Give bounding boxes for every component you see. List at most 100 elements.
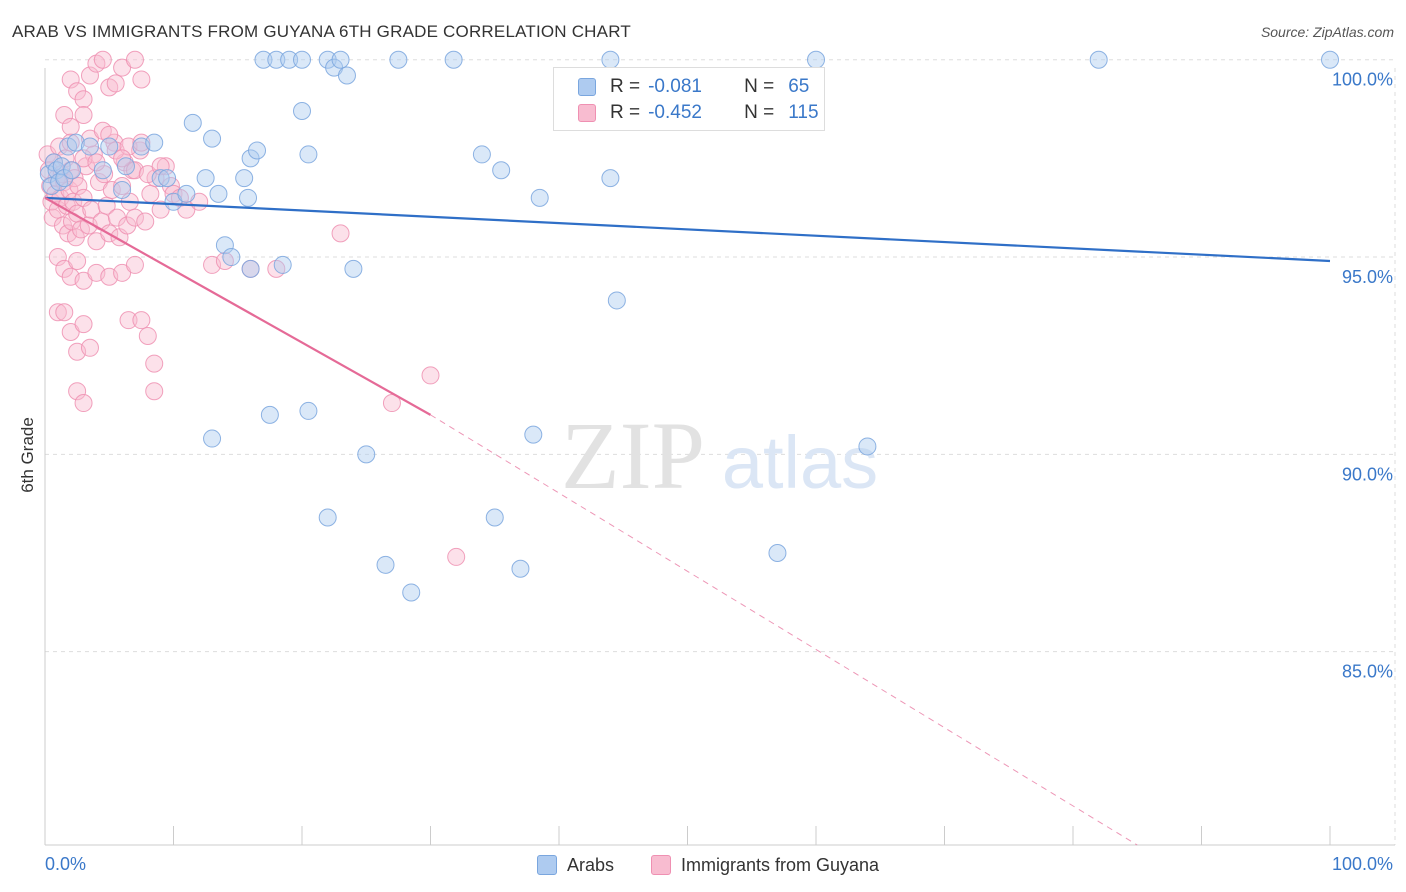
arabs-point xyxy=(1089,50,1108,69)
guyana-point xyxy=(106,74,125,93)
arabs-point xyxy=(511,559,530,578)
arabs-point xyxy=(444,50,463,69)
arabs-point xyxy=(389,50,408,69)
guyana-swatch xyxy=(651,855,671,875)
guyana-point xyxy=(80,66,99,85)
arabs-point xyxy=(492,161,511,180)
watermark-atlas: atlas xyxy=(722,421,878,504)
bottom-legend-guyana: Immigrants from Guyana xyxy=(651,852,879,878)
arabs-point xyxy=(293,102,311,121)
correlation-legend: R = -0.081 N = 65 R = -0.452 N = 115 xyxy=(553,67,825,131)
arabs-point xyxy=(293,50,311,69)
arabs-point xyxy=(62,161,81,180)
arabs-point xyxy=(248,141,267,160)
arabs-swatch xyxy=(578,78,596,96)
arabs-point xyxy=(196,169,215,188)
watermark-zip: ZIP xyxy=(561,402,705,509)
guyana-point xyxy=(69,177,88,196)
guyana-trend-line xyxy=(44,196,432,416)
guyana-point xyxy=(447,547,466,566)
tick-labels: 100.0% 95.0% 90.0% 85.0% 0.0% 100.0% xyxy=(45,70,1393,874)
guyana-point xyxy=(136,212,155,231)
chart-title: ARAB VS IMMIGRANTS FROM GUYANA 6TH GRADE… xyxy=(12,22,631,41)
arabs-point xyxy=(158,169,177,188)
arabs-point xyxy=(80,137,99,156)
arabs-point xyxy=(203,129,222,148)
arabs-point xyxy=(601,50,620,69)
arabs-point xyxy=(164,192,183,211)
arabs-point xyxy=(93,161,112,180)
guyana-point xyxy=(125,50,144,69)
guyana-point xyxy=(55,105,74,124)
x-tick-label: 0.0% xyxy=(45,854,86,874)
x-tick-label: 100.0% xyxy=(1332,854,1393,874)
arabs-point xyxy=(100,137,119,156)
axes xyxy=(44,68,1395,846)
guyana-point xyxy=(382,394,401,413)
guyana-trend-extension xyxy=(430,414,1138,846)
arabs-point xyxy=(215,236,234,255)
arabs-point xyxy=(524,425,543,444)
arabs-point xyxy=(55,169,74,188)
guyana-point xyxy=(132,133,151,152)
guyana-point xyxy=(138,326,157,345)
y-tick-label: 95.0% xyxy=(1342,267,1393,287)
legend-r-label: R = xyxy=(610,102,641,123)
legend-row-guyana: R = -0.452 N = 115 xyxy=(578,100,819,126)
arabs-point xyxy=(66,133,85,152)
guyana-point xyxy=(421,366,440,385)
guyana-points xyxy=(38,50,466,566)
arabs-point xyxy=(183,113,202,132)
arabs-point xyxy=(209,184,228,203)
legend-n-value: 65 xyxy=(788,76,810,97)
guyana-point xyxy=(74,105,93,124)
arabs-point xyxy=(337,66,356,85)
guyana-point xyxy=(132,311,151,330)
guyana-point xyxy=(74,394,93,413)
source-note: Source: ZipAtlas.com xyxy=(1260,24,1394,40)
y-tick-label: 90.0% xyxy=(1342,464,1393,484)
grid-lines xyxy=(45,59,1396,845)
arabs-point xyxy=(116,157,135,176)
guyana-point xyxy=(331,224,350,243)
arabs-point xyxy=(177,184,196,203)
guyana-point xyxy=(61,70,80,89)
trend-lines xyxy=(44,196,1331,846)
arabs-point xyxy=(299,401,318,420)
guyana-point xyxy=(80,338,99,357)
arabs-point xyxy=(239,188,258,207)
guyana-point xyxy=(119,311,138,330)
bottom-legend-arabs: Arabs xyxy=(537,852,614,878)
arabs-point xyxy=(241,259,260,278)
guyana-point xyxy=(48,303,67,322)
arabs-point xyxy=(145,133,164,152)
guyana-point xyxy=(125,208,144,227)
guyana-point xyxy=(74,271,93,290)
arabs-point xyxy=(858,437,877,456)
arabs-point xyxy=(331,50,350,69)
arabs-point xyxy=(1321,50,1339,69)
arabs-point xyxy=(485,508,504,527)
guyana-point xyxy=(61,117,80,136)
legend-r-value: -0.081 xyxy=(648,76,702,97)
arabs-point xyxy=(376,555,395,574)
guyana-point xyxy=(80,129,99,148)
arabs-point xyxy=(151,169,170,188)
arabs-point xyxy=(203,429,222,448)
y-tick-label: 85.0% xyxy=(1342,662,1393,682)
legend-row-arabs: R = -0.081 N = 65 xyxy=(578,74,809,100)
arabs-point xyxy=(402,583,421,602)
arabs-point xyxy=(222,248,241,267)
arabs-point xyxy=(344,259,363,278)
arabs-point xyxy=(235,169,254,188)
arabs-swatch xyxy=(537,855,557,875)
guyana-point xyxy=(74,90,93,109)
arabs-point xyxy=(260,405,279,424)
arabs-point xyxy=(52,157,71,176)
arabs-point xyxy=(318,508,337,527)
guyana-point xyxy=(151,200,170,219)
arabs-points xyxy=(39,50,1339,602)
arabs-point xyxy=(472,145,491,164)
arabs-point xyxy=(267,50,286,69)
guyana-point xyxy=(87,232,106,251)
